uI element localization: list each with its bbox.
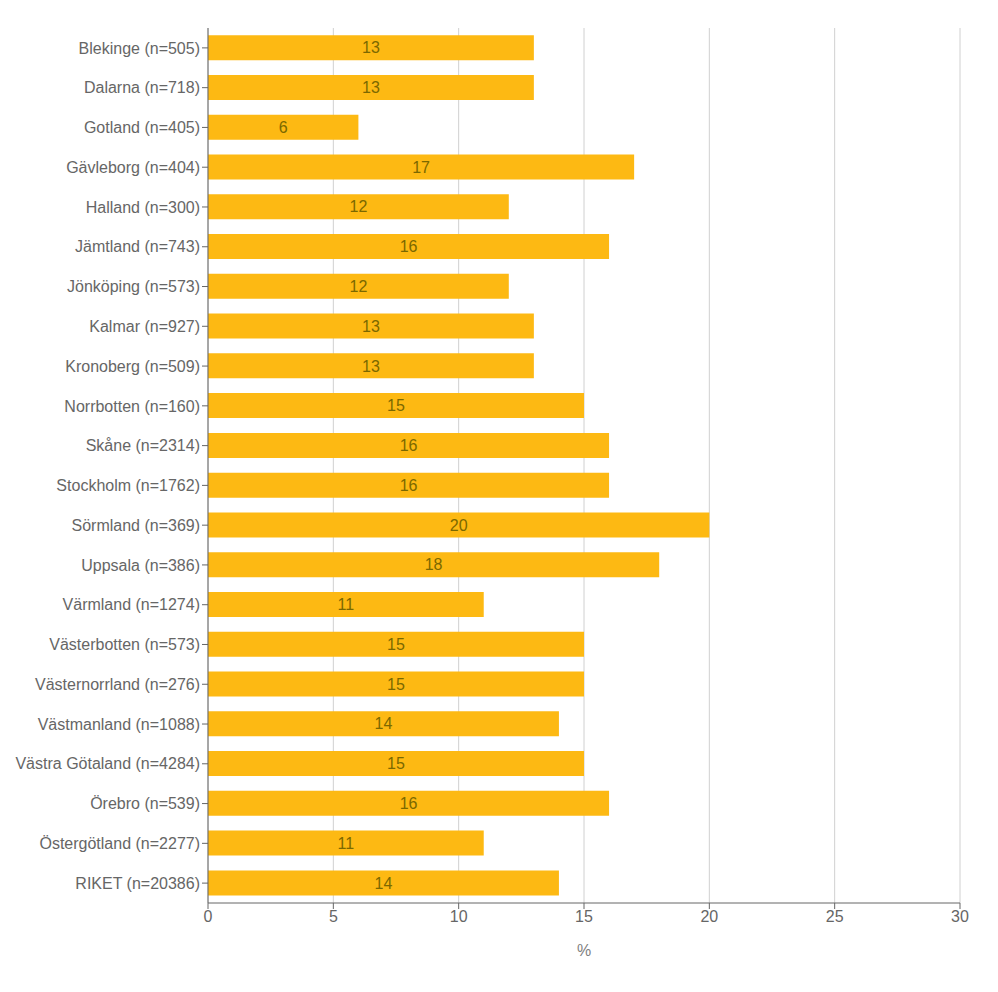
svg-text:15: 15 [387, 397, 405, 414]
svg-text:5: 5 [329, 908, 338, 925]
svg-text:Uppsala (n=386): Uppsala (n=386) [81, 557, 200, 574]
svg-text:13: 13 [362, 79, 380, 96]
svg-text:Blekinge (n=505): Blekinge (n=505) [79, 40, 200, 57]
svg-text:Dalarna (n=718): Dalarna (n=718) [84, 79, 200, 96]
svg-text:11: 11 [338, 596, 355, 613]
svg-text:15: 15 [387, 636, 405, 653]
svg-text:20: 20 [700, 908, 718, 925]
svg-text:16: 16 [400, 238, 418, 255]
svg-text:Västra Götaland (n=4284): Västra Götaland (n=4284) [15, 755, 200, 772]
svg-text:18: 18 [425, 556, 443, 573]
svg-text:14: 14 [375, 875, 393, 892]
svg-text:Östergötland (n=2277): Östergötland (n=2277) [39, 835, 200, 852]
svg-text:12: 12 [350, 278, 368, 295]
svg-text:17: 17 [412, 159, 430, 176]
svg-text:Norrbotten (n=160): Norrbotten (n=160) [64, 398, 200, 415]
svg-text:13: 13 [362, 318, 380, 335]
svg-text:13: 13 [362, 39, 380, 56]
svg-text:Gävleborg (n=404): Gävleborg (n=404) [66, 159, 200, 176]
svg-text:Värmland (n=1274): Värmland (n=1274) [63, 596, 200, 613]
svg-text:0: 0 [204, 908, 213, 925]
svg-text:12: 12 [350, 198, 368, 215]
svg-text:%: % [577, 942, 591, 959]
svg-text:Jönköping (n=573): Jönköping (n=573) [67, 278, 200, 295]
svg-text:15: 15 [387, 755, 405, 772]
svg-text:Västerbotten (n=573): Västerbotten (n=573) [49, 636, 200, 653]
svg-text:Kalmar (n=927): Kalmar (n=927) [89, 318, 200, 335]
svg-text:16: 16 [400, 477, 418, 494]
svg-text:Skåne (n=2314): Skåne (n=2314) [86, 437, 200, 454]
svg-text:13: 13 [362, 358, 380, 375]
svg-text:Västernorrland (n=276): Västernorrland (n=276) [35, 676, 200, 693]
svg-text:Halland (n=300): Halland (n=300) [86, 199, 200, 216]
svg-text:Stockholm (n=1762): Stockholm (n=1762) [56, 477, 200, 494]
svg-text:15: 15 [575, 908, 593, 925]
svg-text:11: 11 [338, 835, 355, 852]
svg-text:Örebro (n=539): Örebro (n=539) [90, 795, 200, 812]
svg-text:Kronoberg (n=509): Kronoberg (n=509) [65, 358, 200, 375]
svg-text:Jämtland (n=743): Jämtland (n=743) [75, 238, 200, 255]
svg-text:RIKET (n=20386): RIKET (n=20386) [75, 875, 200, 892]
svg-text:20: 20 [450, 517, 468, 534]
svg-text:14: 14 [375, 715, 393, 732]
svg-text:6: 6 [279, 119, 288, 136]
svg-text:Västmanland (n=1088): Västmanland (n=1088) [38, 716, 200, 733]
svg-text:Sörmland (n=369): Sörmland (n=369) [71, 517, 200, 534]
svg-text:25: 25 [826, 908, 844, 925]
svg-text:16: 16 [400, 437, 418, 454]
svg-text:10: 10 [450, 908, 468, 925]
svg-text:15: 15 [387, 676, 405, 693]
svg-text:30: 30 [951, 908, 969, 925]
svg-text:Gotland (n=405): Gotland (n=405) [84, 119, 200, 136]
svg-text:16: 16 [400, 795, 418, 812]
